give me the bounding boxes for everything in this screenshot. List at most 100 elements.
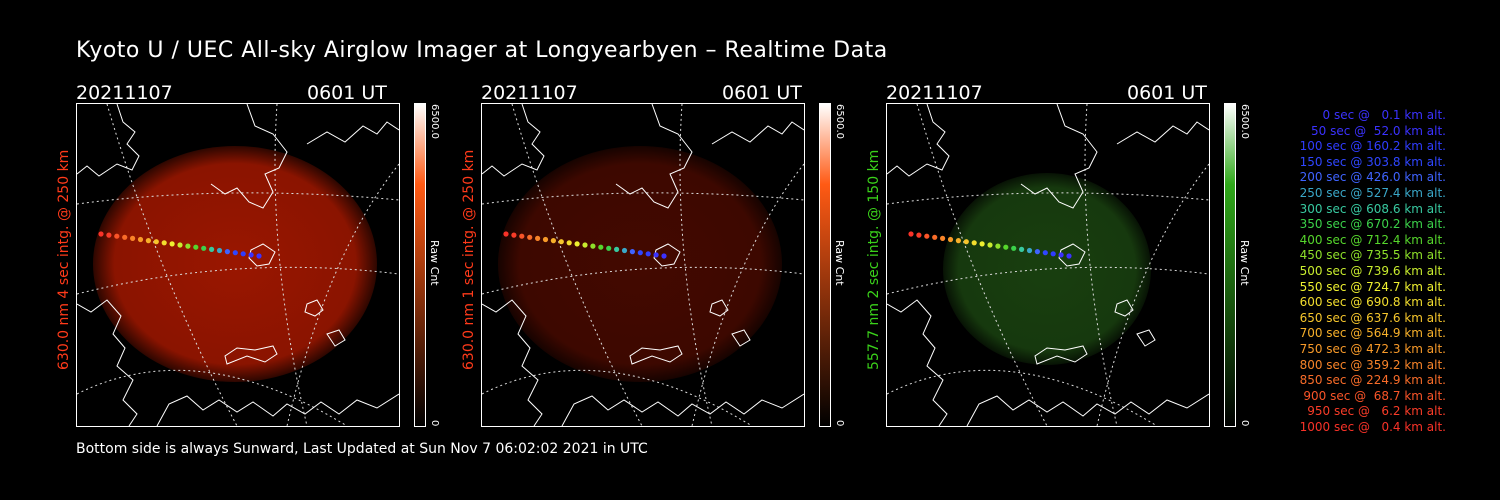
trajectory-point bbox=[98, 231, 104, 237]
graticule-line bbox=[887, 369, 1158, 426]
trajectory-point bbox=[542, 236, 549, 243]
trajectory-point bbox=[1066, 253, 1072, 259]
trajectory-point bbox=[1026, 247, 1033, 254]
allsky-image bbox=[886, 103, 1210, 427]
coastline bbox=[709, 299, 729, 317]
legend-entry: 500 sec @ 739.6 km alt. bbox=[1299, 263, 1446, 278]
airglow-field bbox=[943, 173, 1151, 365]
legend-entry: 600 sec @ 690.8 km alt. bbox=[1299, 295, 1446, 310]
trajectory-point bbox=[193, 244, 199, 250]
trajectory-point bbox=[932, 234, 938, 240]
legend-entry: 900 sec @ 68.7 km alt. bbox=[1303, 388, 1446, 403]
coastline bbox=[1020, 104, 1098, 209]
legend-entry: 700 sec @ 564.9 km alt. bbox=[1299, 326, 1446, 341]
coastline bbox=[1058, 243, 1086, 267]
legend-entry: 1000 sec @ 0.4 km alt. bbox=[1299, 419, 1446, 434]
trajectory-point bbox=[256, 253, 262, 259]
trajectory-point bbox=[637, 250, 643, 256]
trajectory-point bbox=[606, 245, 612, 251]
coastline bbox=[306, 121, 399, 145]
graticule-line bbox=[916, 104, 1048, 426]
trajectory-point bbox=[550, 238, 556, 244]
colorbar-min: 0 bbox=[1239, 420, 1250, 427]
coastline bbox=[629, 345, 683, 365]
panel-date: 20211107 bbox=[886, 82, 983, 104]
legend-entry: 650 sec @ 637.6 km alt. bbox=[1299, 310, 1446, 325]
colorbar-max: 6500.0 bbox=[1239, 104, 1250, 139]
allsky-map bbox=[482, 104, 804, 426]
trajectory-point bbox=[1050, 251, 1056, 257]
trajectory-point bbox=[614, 246, 620, 252]
trajectory-point bbox=[535, 235, 541, 241]
trajectory-point bbox=[216, 247, 223, 254]
panel-630-4sec: 20211107 0601 UT 630.0 nm 4 sec intg. @ … bbox=[0, 0, 460, 440]
coastline bbox=[77, 299, 138, 426]
legend-entry: 50 sec @ 52.0 km alt. bbox=[1311, 123, 1446, 138]
trajectory-point bbox=[963, 239, 969, 245]
trajectory-point bbox=[503, 231, 509, 237]
coastline bbox=[653, 243, 681, 267]
trajectory-point bbox=[519, 233, 525, 239]
trajectory-point bbox=[621, 247, 628, 254]
legend-entry: 250 sec @ 527.4 km alt. bbox=[1299, 185, 1446, 200]
graticule-line bbox=[679, 104, 713, 426]
coastline bbox=[1136, 329, 1156, 347]
coastline bbox=[156, 393, 399, 426]
colorbar bbox=[414, 103, 426, 427]
coastline bbox=[887, 299, 948, 426]
panel-ylabel: 557.7 nm 2 sec intg. @ 150 km bbox=[866, 149, 882, 370]
graticule-line bbox=[1096, 163, 1209, 426]
trajectory-point bbox=[955, 238, 961, 244]
trajectory-point bbox=[995, 243, 1001, 249]
panel-date: 20211107 bbox=[481, 82, 578, 104]
trajectory-point bbox=[137, 236, 144, 243]
legend-entry: 150 sec @ 303.8 km alt. bbox=[1299, 154, 1446, 169]
trajectory-point bbox=[185, 243, 191, 249]
trajectory-point bbox=[248, 252, 254, 258]
graticule-line bbox=[511, 104, 643, 426]
legend-entry: 300 sec @ 608.6 km alt. bbox=[1299, 201, 1446, 216]
coastline bbox=[482, 299, 543, 426]
coastline bbox=[966, 393, 1209, 426]
coastline bbox=[248, 243, 276, 267]
graticule-line bbox=[77, 192, 399, 205]
panel-630-1sec: 20211107 0601 UT 630.0 nm 1 sec intg. @ … bbox=[0, 0, 846, 440]
coastline bbox=[711, 121, 804, 145]
trajectory-point bbox=[582, 242, 588, 248]
trajectory-point bbox=[169, 241, 175, 247]
trajectory-point bbox=[122, 234, 128, 240]
legend-entry: 200 sec @ 426.0 km alt. bbox=[1299, 170, 1446, 185]
trajectory-point bbox=[130, 235, 136, 241]
footer-status: Bottom side is always Sunward, Last Upda… bbox=[76, 441, 648, 457]
trajectory-point bbox=[177, 242, 183, 248]
airglow-field bbox=[93, 146, 377, 382]
allsky-map bbox=[77, 104, 399, 426]
trajectory-point bbox=[527, 234, 533, 240]
coastline bbox=[615, 104, 693, 209]
trajectory-point bbox=[114, 233, 120, 239]
trajectory-point bbox=[201, 245, 207, 251]
graticule-line bbox=[77, 369, 348, 426]
colorbar-max: 6500.0 bbox=[834, 104, 845, 139]
legend-entry: 550 sec @ 724.7 km alt. bbox=[1299, 279, 1446, 294]
trajectory-point bbox=[661, 253, 667, 259]
trajectory-point bbox=[947, 236, 954, 243]
graticule-line bbox=[1084, 104, 1118, 426]
coastline bbox=[731, 329, 751, 347]
trajectory-point bbox=[106, 232, 112, 238]
trajectory-point bbox=[908, 231, 914, 237]
legend-entry: 750 sec @ 472.3 km alt. bbox=[1299, 341, 1446, 356]
trajectory-point bbox=[645, 251, 651, 257]
trajectory-point bbox=[574, 241, 580, 247]
allsky-image bbox=[76, 103, 400, 427]
trajectory-point bbox=[1019, 246, 1025, 252]
trajectory-point bbox=[145, 238, 151, 244]
graticule-line bbox=[77, 266, 399, 295]
coastline bbox=[77, 104, 140, 177]
colorbar-unit: Raw Cnt bbox=[1238, 240, 1251, 286]
coastline bbox=[326, 329, 346, 347]
graticule-line bbox=[691, 163, 804, 426]
trajectory-point bbox=[1042, 250, 1048, 256]
coastline bbox=[224, 345, 278, 365]
graticule-line bbox=[482, 266, 804, 295]
